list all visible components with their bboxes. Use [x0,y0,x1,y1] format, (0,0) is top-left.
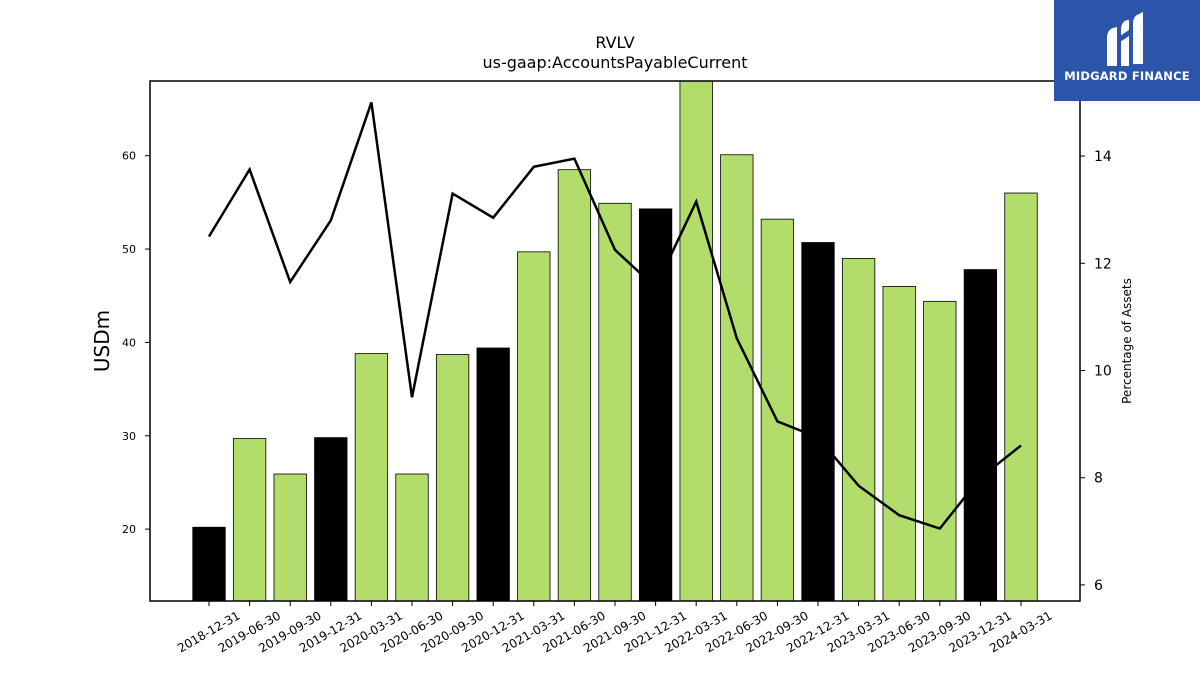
percentage-of-assets-line [207,101,1022,531]
bar-series [192,80,1038,602]
line-series [207,101,1022,531]
bar-2021-09-30 [598,202,632,602]
bar-2021-03-31 [517,251,551,602]
bar-2021-06-30 [557,169,592,602]
chart-subtitle: us-gaap:AccountsPayableCurrent [482,53,747,72]
bar-2018-12-31 [192,526,226,602]
y-tick-label: 40 [122,336,136,349]
bar-2020-06-30 [395,473,429,602]
bar-2022-03-31 [679,80,713,602]
y-axis-right: 6 8 10 12 14 [1080,149,1112,594]
bar-2020-12-31 [476,347,510,602]
bar-2019-06-30 [232,438,267,602]
y-tick-label: 30 [122,430,136,443]
bar-2020-09-30 [435,354,470,602]
y2-tick-label: 12 [1094,256,1112,272]
y-axis-left: 20 30 40 50 60 [122,150,150,536]
bar-2020-03-31 [354,353,389,602]
brand-name: MIDGARD FINANCE [1064,69,1190,83]
y-tick-label: 60 [122,150,136,163]
y-axis-label: USDm [90,310,114,372]
bar-2023-09-30 [923,300,957,602]
bar-2023-03-31 [841,257,876,602]
y2-tick-label: 8 [1094,471,1103,487]
y2-tick-label: 14 [1094,149,1112,165]
bar-2022-06-30 [720,154,754,602]
midgard-finance-logo: MIDGARD FINANCE [1054,0,1200,101]
y2-axis-label: Percentage of Assets [1120,278,1134,404]
bar-2019-09-30 [273,473,307,602]
y2-tick-label: 10 [1094,363,1112,379]
bar-2023-06-30 [882,285,916,602]
y-tick-label: 20 [122,523,136,536]
bar-2024-03-31 [1004,192,1038,602]
bar-2022-09-30 [760,218,795,602]
bar-2019-12-31 [314,437,348,602]
y-tick-label: 50 [122,243,136,256]
bar-2021-12-31 [638,208,673,602]
bar-2022-12-31 [801,242,835,602]
bar-2023-12-31 [963,269,998,602]
chart-title: RVLV [595,33,634,52]
midgard-m-logo-icon [1107,12,1143,66]
y2-tick-label: 6 [1094,578,1103,594]
x-axis: 2018-12-312019-06-302019-09-302019-12-31… [175,601,1055,655]
